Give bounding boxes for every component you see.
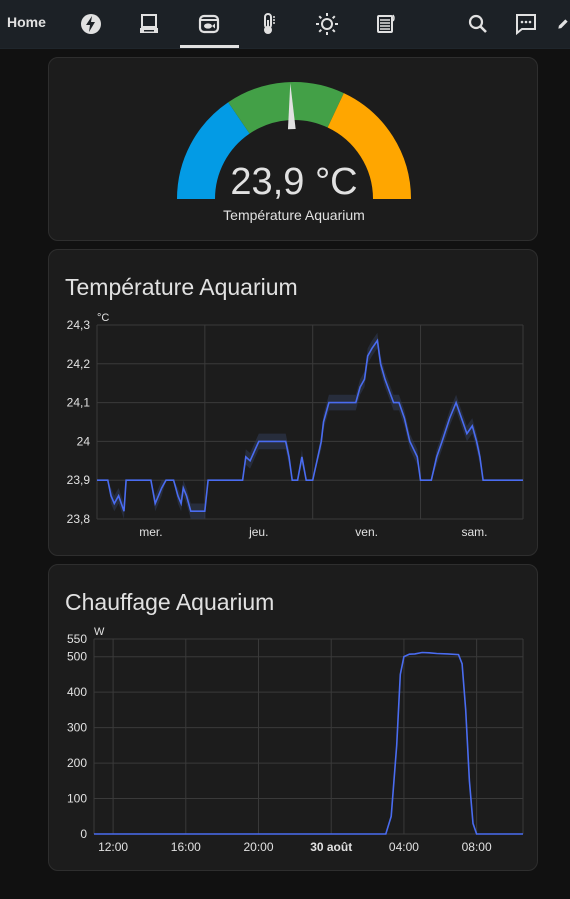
gauge-segment-mid [228, 82, 344, 135]
x-tick-label: 08:00 [462, 840, 492, 854]
lightning-icon[interactable] [76, 9, 106, 39]
y-tick-label: 300 [67, 721, 87, 735]
top-bar: Home [0, 0, 570, 49]
x-tick-label: 16:00 [171, 840, 201, 854]
x-tick-label: mer. [139, 525, 162, 539]
x-tick-label: jeu. [248, 525, 268, 539]
card-title: Température Aquarium [65, 274, 298, 300]
y-axis-unit: °C [97, 312, 109, 324]
x-tick-label: sam. [461, 525, 487, 539]
y-tick-label: 100 [67, 792, 87, 806]
x-tick-label: 30 août [310, 840, 352, 854]
power-series-line [94, 651, 523, 835]
y-tick-label: 24,2 [67, 357, 91, 371]
y-tick-label: 23,9 [67, 473, 91, 487]
search-icon[interactable] [463, 9, 493, 39]
y-tick-label: 0 [80, 827, 87, 841]
thermometer-icon[interactable] [253, 9, 283, 39]
x-tick-label: 12:00 [98, 840, 128, 854]
gauge-segment-low [177, 102, 251, 200]
gauge-segment-high [327, 93, 411, 200]
gauge-card[interactable]: 23,9 °C Température Aquarium [48, 57, 538, 241]
y-tick-label: 400 [67, 685, 87, 699]
y-tick-label: 23,8 [67, 512, 91, 526]
y-tick-label: 24,1 [67, 396, 91, 410]
laptop-icon[interactable] [135, 9, 165, 39]
gauge-needle [287, 83, 296, 130]
home-title[interactable]: Home [7, 14, 46, 30]
gauge [177, 82, 411, 200]
gauge-value: 23,9 °C [230, 161, 358, 203]
y-tick-label: 24 [77, 434, 91, 448]
gauge-label: Température Aquarium [223, 207, 365, 223]
chat-icon[interactable] [511, 9, 541, 39]
temperature-history-card[interactable]: Température Aquarium °C 23,8 23,9 24 24,1 24… [48, 249, 538, 556]
pencil-icon[interactable] [556, 9, 570, 39]
sun-icon[interactable] [312, 9, 342, 39]
active-tab-indicator [180, 45, 239, 48]
card-title: Chauffage Aquarium [65, 589, 275, 615]
x-tick-label: 20:00 [243, 840, 273, 854]
heating-chart[interactable]: W 0 100 200 300 400 500 550 12:00 16:00 20:00 30 … [49, 565, 539, 872]
y-tick-label: 200 [67, 756, 87, 770]
temperature-chart[interactable]: °C 23,8 23,9 24 24,1 24,2 24,3 mer. jeu. ven. sa… [49, 250, 539, 557]
heating-history-card[interactable]: Chauffage Aquarium W 0 100 200 300 400 500 550… [48, 564, 538, 871]
x-tick-label: ven. [355, 525, 378, 539]
x-tick-label: 04:00 [389, 840, 419, 854]
fish-tank-icon[interactable] [194, 9, 224, 39]
radiator-icon[interactable] [371, 9, 401, 39]
y-axis-unit: W [94, 626, 105, 638]
y-tick-label: 500 [67, 650, 87, 664]
temperature-series-line [97, 338, 523, 512]
y-tick-label: 24,3 [67, 318, 91, 332]
y-tick-label: 550 [67, 632, 87, 646]
